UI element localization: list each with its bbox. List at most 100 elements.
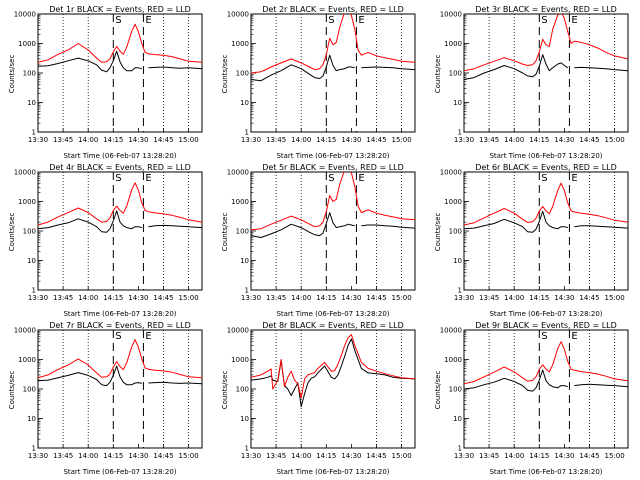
x-tick-label: 14:00 [78,136,98,144]
series-events-line [38,210,142,233]
plot-frame [37,329,203,449]
y-tick-label: 1000 [231,198,249,206]
x-tick-label: 15:00 [605,452,625,460]
y-tick-label: 1000 [18,356,36,364]
x-axis-label: Start Time (06-Feb-07 13:28:20) [489,310,602,318]
x-tick-label: 14:45 [366,294,386,302]
x-tick-label: 14:15 [529,136,549,144]
x-tick-label: 14:15 [529,294,549,302]
y-tick-label: 1 [458,129,462,137]
marker-label: S [328,173,334,184]
series-events-line [148,66,202,70]
x-tick-label: 13:30 [454,136,474,144]
x-tick-label: 14:15 [103,452,123,460]
series-events-line [464,54,569,80]
x-axis-label: Start Time (06-Feb-07 13:28:20) [63,152,176,160]
x-tick-label: 15:00 [392,294,412,302]
x-tick-label: 15:00 [392,136,412,144]
y-tick-label: 10 [240,257,249,265]
y-tick-label: 1 [245,445,249,453]
y-tick-label: 1000 [444,198,462,206]
x-tick-label: 14:00 [504,294,524,302]
x-tick-label: 14:30 [554,136,574,144]
series-events-line [251,338,415,408]
series-events-line [148,381,202,385]
x-tick-label: 14:30 [128,452,148,460]
x-tick-label: 13:45 [53,452,73,460]
x-axis-label: Start Time (06-Feb-07 13:28:20) [63,468,176,476]
y-tick-label: 10000 [440,169,462,177]
series-events-line [574,225,628,229]
x-tick-label: 14:15 [103,136,123,144]
x-tick-label: 14:45 [153,452,173,460]
x-tick-label: 14:30 [128,136,148,144]
panel-det-7r: Det 7r BLACK = Events, RED = LLD Counts/… [8,321,203,476]
y-tick-label: 100 [236,386,249,394]
y-tick-label: 1 [32,129,36,137]
series-events-line [361,224,415,229]
y-tick-label: 1000 [231,356,249,364]
y-axis-label: Counts/sec [8,55,16,94]
x-tick-label: 14:15 [316,294,336,302]
x-tick-label: 14:00 [291,452,311,460]
x-tick-label: 14:45 [366,452,386,460]
y-tick-label: 10000 [227,169,249,177]
series-events-line [464,210,568,233]
marker-label: E [145,331,151,342]
y-tick-label: 100 [23,386,36,394]
x-tick-label: 15:00 [605,294,625,302]
x-tick-label: 14:00 [504,452,524,460]
x-tick-label: 14:30 [128,294,148,302]
series-lld-line [464,182,628,226]
y-tick-label: 100 [236,70,249,78]
series-events-line [38,50,142,73]
series-lld-line [251,14,415,74]
y-tick-label: 1000 [18,40,36,48]
series-events-line [148,224,202,229]
y-tick-label: 10 [240,415,249,423]
plot-frame [463,13,629,133]
plot-frame [37,171,203,291]
panel-title: Det 5r BLACK = Events, RED = LLD [262,163,404,172]
x-axis-label: Start Time (06-Feb-07 13:28:20) [489,468,602,476]
x-tick-label: 13:45 [266,136,286,144]
marker-label: E [145,173,151,184]
y-tick-label: 100 [449,70,462,78]
y-tick-label: 10 [453,99,462,107]
x-axis-label: Start Time (06-Feb-07 13:28:20) [276,310,389,318]
panel-title: Det 6r BLACK = Events, RED = LLD [475,163,617,172]
panel-det-9r: Det 9r BLACK = Events, RED = LLD Counts/… [434,321,629,476]
x-tick-label: 13:30 [241,136,261,144]
series-events-line [361,66,415,71]
y-axis-label: Counts/sec [434,371,442,410]
series-events-line [251,212,355,238]
x-tick-label: 13:30 [454,294,474,302]
series-lld-line [464,341,628,385]
plot-frame [463,329,629,449]
x-tick-label: 14:00 [291,294,311,302]
marker-label: E [571,173,577,184]
y-tick-label: 10000 [440,11,462,19]
y-tick-label: 100 [236,228,249,236]
y-tick-label: 1 [32,287,36,295]
plot-frame [250,329,416,449]
x-tick-label: 14:00 [78,452,98,460]
y-tick-label: 10000 [440,327,462,335]
y-tick-label: 10 [453,415,462,423]
x-tick-label: 13:45 [266,452,286,460]
panel-title: Det 3r BLACK = Events, RED = LLD [475,5,617,14]
y-axis-label: Counts/sec [221,213,229,252]
x-tick-label: 15:00 [605,136,625,144]
series-lld-line [464,14,628,72]
marker-label: S [328,15,334,26]
x-tick-label: 14:30 [554,294,574,302]
y-tick-label: 10 [453,257,462,265]
y-tick-label: 10 [240,99,249,107]
y-tick-label: 1000 [18,198,36,206]
y-axis-label: Counts/sec [221,55,229,94]
y-tick-label: 1 [458,445,462,453]
y-tick-label: 1 [245,287,249,295]
y-tick-label: 10000 [227,327,249,335]
panel-title: Det 2r BLACK = Events, RED = LLD [262,5,404,14]
